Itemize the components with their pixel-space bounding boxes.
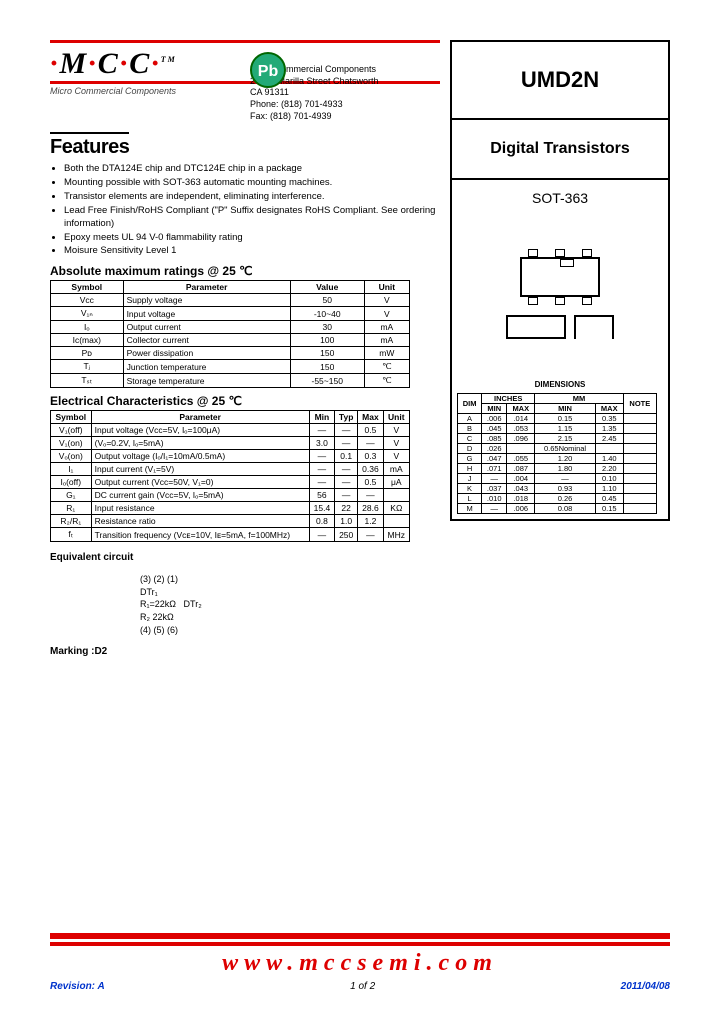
abs-max-table: SymbolParameterValueUnitVᴄᴄSupply voltag… [50, 280, 410, 388]
equiv-circuit-heading: Equivalent circuit [50, 552, 440, 563]
page-footer: www.mccsemi.com Revision: A 1 of 2 2011/… [0, 933, 720, 992]
table-row: IₒOutput current30mA [51, 321, 410, 334]
pb-free-icon: Pb [250, 52, 286, 88]
table-row: J—.004—0.10 [458, 474, 657, 484]
right-column: UMD2N Digital Transistors SOT-363 DIMENS… [450, 40, 670, 657]
table-row: G.047.0551.201.40 [458, 454, 657, 464]
package-box: SOT-363 DIMENSIONS DIMINCHESMMNOTEMINMAX… [450, 180, 670, 521]
table-row: C.085.0962.152.45 [458, 434, 657, 444]
sot-side-view [506, 315, 614, 339]
left-column: ·M·C·C·TM Micro Commercial Components Pb… [50, 40, 440, 657]
table-row: D.0260.65Nominal [458, 444, 657, 454]
table-row: R₁Input resistance15.42228.6KΩ [51, 502, 410, 515]
table-row: TₛₜStorage temperature-55~150℃ [51, 374, 410, 388]
table-row: Iᴄ(max)Collector current100mA [51, 334, 410, 347]
sot-top-view [520, 249, 600, 305]
table-row: V₁ₙInput voltage-10~40V [51, 307, 410, 321]
package-name: SOT-363 [457, 190, 663, 206]
page-number: 1 of 2 [350, 981, 375, 992]
part-number-box: UMD2N [450, 40, 670, 120]
package-drawing [457, 214, 663, 374]
footer-info-row: Revision: A 1 of 2 2011/04/08 [50, 981, 670, 992]
table-row: VᴄᴄSupply voltage50V [51, 294, 410, 307]
marking-line: Marking :D2 [50, 646, 440, 657]
abs-max-heading: Absolute maximum ratings @ 25 ℃ [50, 264, 440, 278]
features-heading: Features [50, 132, 129, 159]
dimensions-heading: DIMENSIONS [457, 380, 663, 389]
circuit-dtr2: DTr₂ [184, 599, 202, 609]
feature-item: Transistor elements are independent, eli… [64, 191, 440, 204]
table-row: H.071.0871.802.20 [458, 464, 657, 474]
footer-bars [50, 933, 670, 946]
logo-dot: · [50, 47, 60, 80]
footer-bar-thin [50, 942, 670, 946]
table-row: TⱼJunction temperature150℃ [51, 360, 410, 374]
feature-item: Mounting possible with SOT-363 automatic… [64, 177, 440, 190]
features-list: Both the DTA124E chip and DTC124E chip i… [64, 163, 440, 258]
table-row: PᴅPower dissipation150mW [51, 347, 410, 360]
feature-item: Both the DTA124E chip and DTC124E chip i… [64, 163, 440, 176]
table-row: Iₒ(off)Output current (Vᴄᴄ=50V, V₁=0)——0… [51, 476, 410, 489]
circuit-dtr1: DTr₁ [140, 586, 440, 599]
footer-url: www.mccsemi.com [0, 950, 720, 977]
address-line: Fax: (818) 701-4939 [250, 111, 440, 123]
footer-bar-thick [50, 933, 670, 939]
header-row: ·M·C·C·TM Micro Commercial Components Pb… [50, 40, 670, 657]
address-line: Phone: (818) 701-4933 [250, 99, 440, 111]
description-box: Digital Transistors [450, 120, 670, 180]
table-row: Vₒ(on)Output voltage (Iₒ/I₁=10mA/0.5mA)—… [51, 450, 410, 463]
marking-value: D2 [94, 646, 107, 657]
table-row: V₁(on)(Vₒ=0.2V, Iₒ=5mA)3.0——V [51, 437, 410, 450]
feature-item: Moisure Sensitivity Level 1 [64, 245, 440, 258]
revision-date: 2011/04/08 [621, 981, 670, 992]
table-row: V₁(off)Input voltage (Vᴄᴄ=5V, Iₒ=100μA)—… [51, 424, 410, 437]
page: ·M·C·C·TM Micro Commercial Components Pb… [0, 0, 720, 687]
elec-char-heading: Electrical Characteristics @ 25 ℃ [50, 394, 440, 408]
table-row: K.037.0430.931.10 [458, 484, 657, 494]
circuit-r2: R₂ 22kΩ [140, 612, 174, 622]
feature-item: Epoxy meets UL 94 V-0 flammability ratin… [64, 232, 440, 245]
table-row: R₂/R₁Resistance ratio0.81.01.2 [51, 515, 410, 528]
table-row: M—.0060.080.15 [458, 504, 657, 514]
elec-char-table: SymbolParameterMinTypMaxUnitV₁(off)Input… [50, 410, 410, 542]
table-row: fₜTransition frequency (Vᴄᴇ=10V, Iᴇ=5mA,… [51, 528, 410, 542]
revision: Revision: A [50, 981, 105, 992]
logo-top-bar [50, 40, 440, 43]
equiv-circuit-diagram: (3) (2) (1) DTr₁ R₁=22kΩ DTr₂ R₂ 22kΩ (4… [140, 573, 440, 636]
circuit-r1: R₁=22kΩ [140, 599, 176, 609]
table-row: B.045.0531.151.35 [458, 424, 657, 434]
address-line: CA 91311 [250, 87, 440, 99]
feature-item: Lead Free Finish/RoHS Compliant ("P" Suf… [64, 205, 440, 231]
marking-label: Marking : [50, 646, 94, 657]
table-row: G₁DC current gain (Vᴄᴄ=5V, Iₒ=5mA)56—— [51, 489, 410, 502]
dimensions-table: DIMINCHESMMNOTEMINMAXMINMAXA.006.0140.15… [457, 393, 657, 514]
table-row: L.010.0180.260.45 [458, 494, 657, 504]
circuit-pins-top: (3) (2) (1) [140, 573, 440, 586]
table-row: A.006.0140.150.35 [458, 414, 657, 424]
circuit-pins-bottom: (4) (5) (6) [140, 624, 440, 637]
table-row: I₁Input current (V₁=5V)——0.36mA [51, 463, 410, 476]
